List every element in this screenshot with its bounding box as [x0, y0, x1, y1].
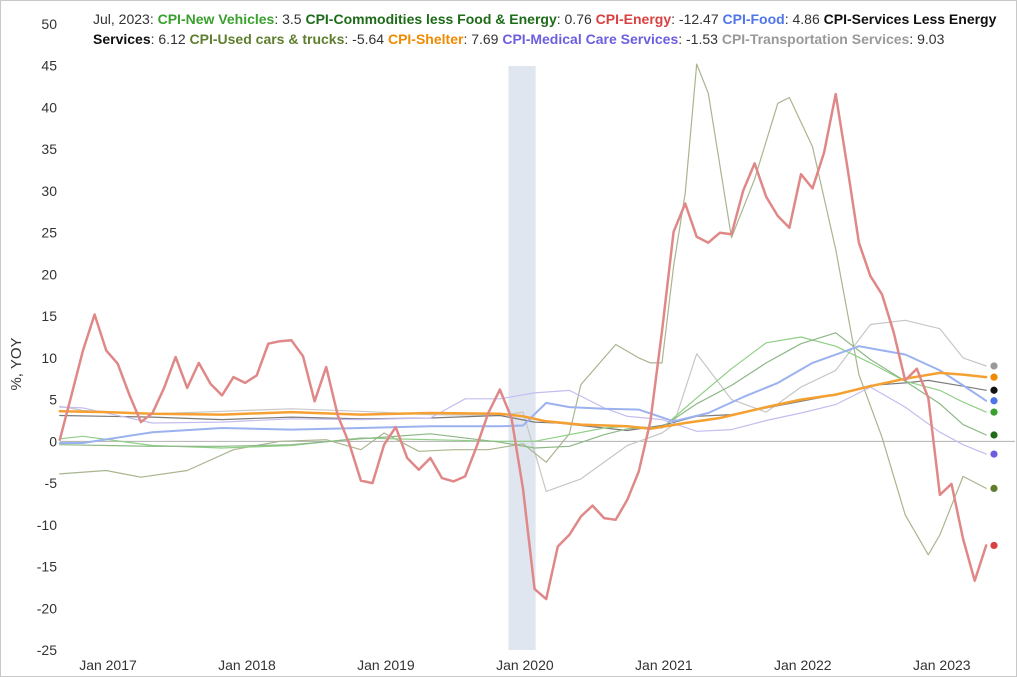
x-tick-label: Jan 2019 — [357, 657, 415, 673]
end-marker-cpi-transportation-services — [990, 362, 998, 370]
series-end-markers — [990, 362, 998, 550]
y-axis-label: %, YOY — [8, 337, 25, 390]
y-axis-ticks: -25 -20 -15 -10 -5 0 5 10 15 20 25 30 35 40 45 50 — [37, 16, 57, 658]
legend-item: CPI-Commodities less Food & Energy: 0.76 — [305, 11, 592, 27]
legend-series-value: 6.12 — [158, 31, 186, 47]
legend-series-name: CPI-Services Less Energy Services — [93, 11, 997, 47]
legend-series-name: CPI-Medical Care Services — [502, 31, 679, 47]
chart-legend: Jul, 2023: CPI-New Vehicles: 3.5 CPI-Com… — [93, 11, 997, 47]
x-tick-label: Jan 2023 — [913, 657, 971, 673]
x-tick-label: Jan 2017 — [79, 657, 137, 673]
y-tick-label: 35 — [41, 141, 57, 157]
series-line-cpi-shelter — [58, 371, 988, 431]
x-tick-label: Jan 2022 — [774, 657, 832, 673]
legend-series-name: CPI-Transportation Services — [721, 31, 910, 47]
end-marker-cpi-new-vehicles — [990, 408, 998, 416]
y-tick-label: 50 — [41, 16, 57, 32]
y-tick-label: 10 — [41, 350, 57, 366]
y-tick-label: 20 — [41, 266, 57, 282]
end-marker-cpi-used-cars-trucks — [990, 484, 998, 493]
legend-item: CPI-Energy: -12.47 — [595, 11, 719, 27]
legend-items: CPI-New Vehicles: 3.5 CPI-Commodities le… — [93, 11, 996, 47]
series-line-cpi-transportation-services — [59, 319, 987, 492]
y-tick-label: 45 — [41, 58, 57, 74]
legend-item: CPI-Shelter: 7.69 — [387, 31, 499, 47]
y-tick-label: -10 — [37, 517, 57, 533]
legend-series-name: CPI-Energy — [595, 11, 672, 27]
y-tick-label: 30 — [41, 183, 57, 199]
legend-series-value: 7.69 — [471, 31, 499, 47]
y-tick-label: 25 — [41, 225, 57, 241]
x-tick-label: Jan 2018 — [218, 657, 276, 673]
legend-item: CPI-Transportation Services: 9.03 — [721, 31, 945, 47]
end-marker-cpi-shelter — [990, 373, 998, 381]
y-tick-label: -20 — [37, 600, 57, 616]
y-tick-label: 40 — [41, 99, 57, 115]
y-tick-label: 5 — [49, 392, 57, 408]
end-marker-cpi-food — [990, 397, 998, 405]
series-line-cpi-energy — [58, 92, 988, 601]
end-marker-cpi-medical-care-services — [990, 450, 998, 458]
legend-series-value: -1.53 — [686, 31, 718, 47]
legend-series-name: CPI-New Vehicles — [157, 11, 275, 27]
series-lines — [58, 63, 988, 601]
x-tick-label: Jan 2020 — [496, 657, 554, 673]
series-line-cpi-medical-care-services — [59, 386, 987, 455]
legend-series-name: CPI-Used cars & trucks — [189, 31, 345, 47]
legend-item: CPI-Medical Care Services: -1.53 — [502, 31, 718, 47]
legend-series-value: 3.5 — [282, 11, 302, 27]
y-tick-label: 15 — [41, 308, 57, 324]
y-tick-label: -5 — [45, 475, 58, 491]
y-tick-label: -15 — [37, 559, 57, 575]
legend-item: CPI-New Vehicles: 3.5 — [157, 11, 302, 27]
series-line-cpi-services-less-energy-services — [59, 379, 987, 432]
legend-item: CPI-Used cars & trucks: -5.64 — [189, 31, 385, 47]
legend-item: CPI-Food: 4.86 — [722, 11, 820, 27]
end-marker-cpi-commodities-less-food-energy — [990, 431, 998, 439]
series-line-cpi-used-cars-trucks — [59, 63, 987, 556]
x-tick-label: Jan 2021 — [635, 657, 693, 673]
y-tick-label: 0 — [49, 433, 57, 449]
legend-series-name: CPI-Commodities less Food & Energy — [305, 11, 557, 27]
x-axis-ticks: Jan 2017 Jan 2018 Jan 2019 Jan 2020 Jan 2021… — [79, 657, 971, 673]
legend-series-value: 0.76 — [564, 11, 592, 27]
legend-series-name: CPI-Food — [722, 11, 785, 27]
legend-series-value: -5.64 — [352, 31, 385, 47]
y-tick-label: -25 — [37, 642, 57, 658]
legend-series-value: 9.03 — [917, 31, 945, 47]
end-marker-cpi-energy — [990, 541, 998, 550]
legend-date: Jul, 2023 — [93, 11, 150, 27]
legend-series-value: 4.86 — [792, 11, 820, 27]
legend-item: CPI-Services Less Energy Services: 6.12 — [93, 11, 997, 47]
legend-series-name: CPI-Shelter — [387, 31, 464, 47]
series-line-cpi-food — [58, 345, 988, 444]
end-marker-cpi-services-less-energy-services — [990, 386, 998, 394]
legend-series-value: -12.47 — [678, 11, 719, 27]
